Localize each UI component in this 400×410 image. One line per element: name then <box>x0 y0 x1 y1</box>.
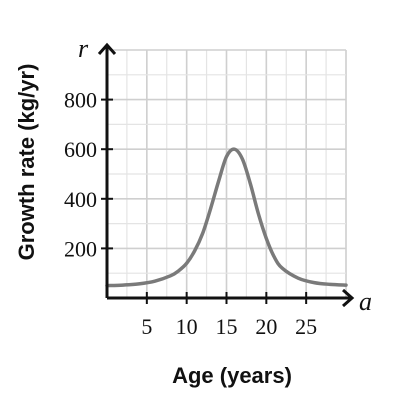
series-layer <box>105 147 348 288</box>
x-tick-label: 25 <box>295 314 317 339</box>
y-tick-label: 800 <box>64 88 97 113</box>
grid <box>107 49 347 298</box>
x-axis-arrow <box>342 288 355 308</box>
axes <box>97 42 355 308</box>
x-tick-label: 5 <box>141 314 152 339</box>
y-tick-label: 400 <box>64 187 97 212</box>
y-variable-label: r <box>78 34 89 63</box>
y-tick-label: 600 <box>64 137 97 162</box>
y-tick-label: 200 <box>64 236 97 261</box>
ticks: 5 10 15 20 25 200 400 600 800 <box>64 88 317 339</box>
x-tick-label: 10 <box>176 314 198 339</box>
x-tick-label: 15 <box>216 314 238 339</box>
x-variable-label: a <box>359 287 372 316</box>
x-tick-label: 20 <box>255 314 277 339</box>
y-axis-title: Growth rate (kg/yr) <box>14 64 39 261</box>
y-axis-arrow <box>97 42 117 55</box>
x-axis-title: Age (years) <box>172 363 292 388</box>
